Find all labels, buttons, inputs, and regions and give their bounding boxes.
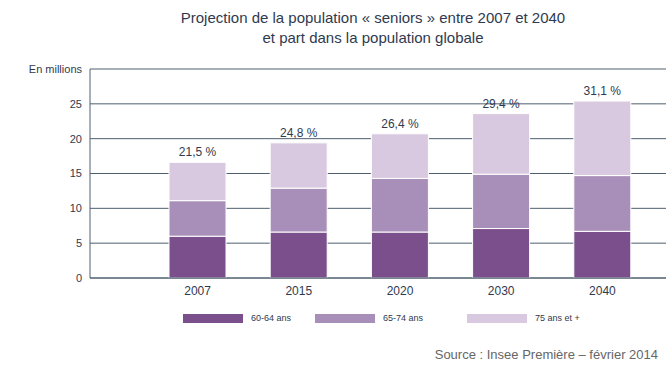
svg-text:26,4 %: 26,4 % <box>381 117 419 131</box>
html-text:et part dans la population glo: et part dans la population globale <box>262 29 484 46</box>
svg-text:0: 0 <box>76 272 82 284</box>
svg-text:20: 20 <box>70 133 82 145</box>
html-text:60-64 ans: 60-64 ans <box>251 313 291 323</box>
svg-text:2015: 2015 <box>285 284 312 298</box>
svg-text:31,1 %: 31,1 % <box>584 84 622 98</box>
svg-text:En millions: En millions <box>29 63 83 75</box>
svg-text:2040: 2040 <box>589 284 616 298</box>
svg-text:24,8 %: 24,8 % <box>280 126 318 140</box>
svg-text:25: 25 <box>70 98 82 110</box>
svg-text:2030: 2030 <box>488 284 515 298</box>
svg-text:15: 15 <box>70 167 82 179</box>
svg-text:10: 10 <box>70 202 82 214</box>
html-text:Source : Insee Première – févr: Source : Insee Première – février 2014 <box>434 347 658 362</box>
html-text:65-74 ans: 65-74 ans <box>383 313 423 323</box>
svg-text:21,5 %: 21,5 % <box>179 145 217 159</box>
svg-text:29,4 %: 29,4 % <box>482 97 520 111</box>
html-text:75 ans et +: 75 ans et + <box>535 313 580 323</box>
svg-text:2007: 2007 <box>184 284 211 298</box>
html-text:Projection de la population «: Projection de la population « seniors » … <box>180 9 566 26</box>
svg-text:5: 5 <box>76 237 82 249</box>
svg-text:2020: 2020 <box>387 284 414 298</box>
